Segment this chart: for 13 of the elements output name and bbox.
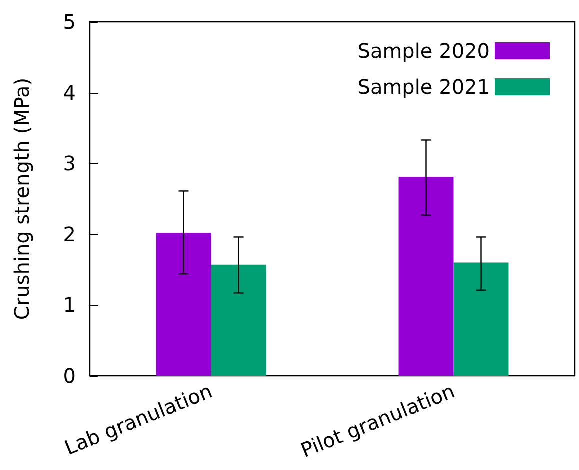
legend-label: Sample 2020 xyxy=(358,39,490,63)
y-tick-label: 5 xyxy=(63,10,76,34)
bar xyxy=(398,177,454,376)
y-tick-label: 3 xyxy=(63,152,76,176)
y-tick-label: 4 xyxy=(63,80,76,105)
bar xyxy=(156,232,212,376)
y-tick-label: 1 xyxy=(63,293,76,318)
bar xyxy=(211,264,266,376)
y-axis-title: Crushing strength (MPa) xyxy=(10,78,34,320)
bar xyxy=(454,262,509,376)
y-tick-label: 2 xyxy=(63,222,76,246)
y-tick-label: 0 xyxy=(63,364,76,388)
legend-label: Sample 2021 xyxy=(358,75,490,99)
